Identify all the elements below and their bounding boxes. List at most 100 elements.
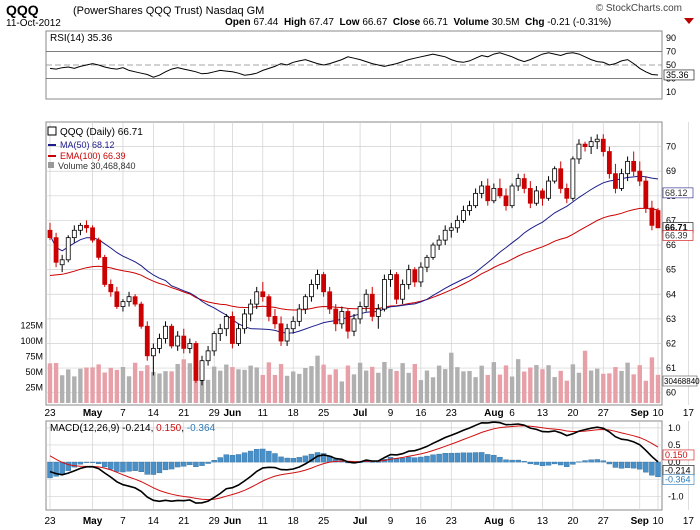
candle-body [381, 279, 387, 310]
candle-body [132, 296, 138, 305]
candle-body [205, 350, 211, 362]
macd-hist-bar [217, 457, 223, 463]
volume-bar [455, 367, 460, 403]
high-label: High [283, 17, 307, 28]
volume-bar [96, 364, 101, 403]
volume-bar [272, 374, 278, 403]
volume-bar [224, 364, 229, 403]
price-tick-label: 69 [666, 166, 676, 176]
legend-volume: Volume 30,468,840 [58, 161, 136, 171]
candle-body [442, 229, 448, 241]
volume-bar [248, 365, 253, 403]
macd-hist-bar [199, 461, 205, 466]
volume-bar [126, 376, 132, 403]
volume-bar [570, 364, 576, 403]
volume-bar [467, 370, 472, 403]
macd-hist-bar [162, 461, 169, 471]
price-label-box [662, 230, 694, 241]
macd-hist-bar [247, 450, 254, 463]
volume-bar [430, 377, 436, 403]
watermark: © StockCharts.com [595, 3, 682, 14]
volume-bar [114, 369, 120, 403]
candle-body [594, 138, 600, 143]
macd-label-box [662, 474, 695, 485]
candle-body [521, 178, 527, 189]
volume-bar [284, 375, 290, 403]
price-tick-label: 67 [666, 215, 676, 225]
volume-bar [607, 373, 612, 403]
x-tick-label: Aug [484, 408, 503, 419]
macd-title-text: MACD(12,26,9) [50, 423, 119, 434]
macd-hist-bar [472, 452, 479, 463]
volume-bar [588, 370, 594, 403]
macd-hist-bar [564, 461, 570, 467]
rsi-line [49, 52, 659, 78]
price-tick-label: 66 [666, 240, 676, 250]
price-tick-label: 70 [666, 142, 676, 152]
x-tick-label: 6 [509, 408, 515, 419]
volume-bar [497, 374, 503, 403]
x-tick-label: 11 [258, 408, 269, 419]
volume-bar [333, 369, 338, 403]
volume-bar [59, 375, 65, 403]
candle-body [363, 293, 369, 307]
x-tick-label: 10 [652, 408, 664, 419]
macd-hist-bar [418, 456, 424, 463]
volume-last-box [662, 375, 698, 387]
volume-bar [266, 362, 272, 403]
candle-body [631, 160, 637, 172]
volume-bar [163, 371, 168, 403]
candle-body [102, 256, 108, 285]
volume-bar [534, 365, 539, 403]
candle-body [96, 239, 102, 258]
candle-body [236, 328, 241, 344]
candle-body [552, 168, 558, 182]
candle-body [71, 229, 77, 239]
price-tick-label: 61 [666, 363, 676, 373]
candle-body [509, 185, 515, 207]
signal-line [49, 425, 659, 501]
macd-hist-bar [144, 461, 150, 475]
macd-title: MACD(12,26,9) -0.214, 0.150, -0.364 [50, 423, 216, 434]
candle-body [78, 224, 83, 231]
open-value: 67.44 [253, 17, 279, 28]
candle-body [491, 188, 497, 202]
candle-body [53, 237, 59, 263]
macd-hist-bar [181, 461, 187, 467]
volume-bar [254, 367, 259, 403]
x-tick-label: 18 [288, 516, 300, 527]
volume-bar [528, 367, 533, 403]
candle-body [412, 269, 418, 283]
volume-bar [230, 367, 235, 403]
candle-body [284, 328, 290, 342]
volume-bar [84, 367, 89, 403]
candle-body [108, 284, 114, 293]
candle-body [193, 343, 199, 381]
rsi-title: RSI(14) 35.36 [50, 33, 113, 44]
volume-bar [90, 367, 95, 403]
volume-bar [400, 363, 405, 403]
x-tick-label: 7 [120, 516, 126, 527]
volume-bar [406, 372, 411, 403]
macd-hist-bar [533, 461, 540, 465]
macd-panel: 1.00.50.0-0.5-1.0 0.150-0.214-0.364 MACD… [45, 420, 695, 511]
volume-bar [564, 380, 569, 403]
price-label: 66.39 [665, 230, 688, 240]
volume-bar [351, 374, 357, 403]
volume-bar [181, 359, 186, 403]
candle-body [540, 190, 545, 199]
volume-tick-label: 125M [20, 321, 43, 331]
candle-body [424, 256, 430, 268]
macd-hist-bar [278, 456, 284, 463]
low-label: Low [339, 17, 360, 28]
macd-hist-bar [260, 448, 266, 463]
macd-hist-bar [551, 461, 558, 465]
rsi-last-label: 35.36 [666, 70, 689, 80]
x-tick-label: 14 [148, 408, 160, 419]
macd-hist-bar [545, 461, 552, 466]
macd-hist-bar [296, 457, 302, 463]
dropdown-arrow-icon[interactable] [684, 18, 694, 24]
macd-hist-bar [412, 457, 418, 463]
macd-hist-bar [375, 461, 382, 463]
volume-bar [72, 376, 77, 403]
